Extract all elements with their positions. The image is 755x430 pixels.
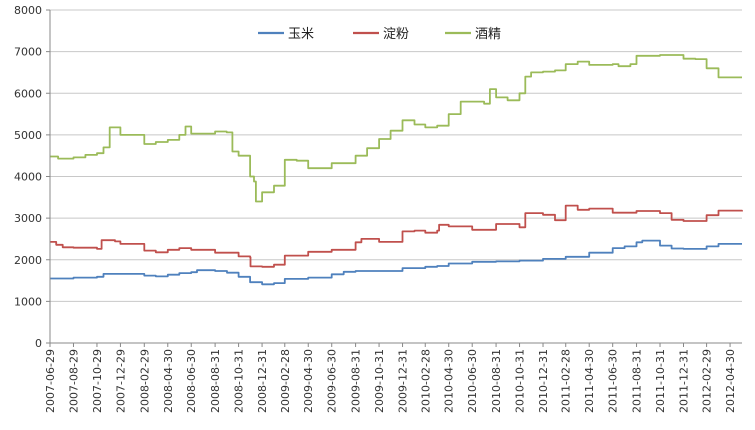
x-tick-label: 2010-12-31 <box>537 349 550 413</box>
x-tick-label: 2010-02-28 <box>419 349 432 413</box>
y-tick-label: 1000 <box>14 295 42 308</box>
axes <box>49 10 742 344</box>
legend: 玉米 淀粉 酒精 <box>258 27 501 42</box>
series-line-0 <box>50 239 742 286</box>
y-tick-label: 7000 <box>14 46 42 59</box>
y-tick-label: 2000 <box>14 254 42 267</box>
x-tick-label: 2008-08-31 <box>209 349 222 413</box>
gridlines <box>50 9 742 302</box>
x-tick-label: 2009-06-30 <box>326 349 339 413</box>
x-tick-label: 2008-10-31 <box>233 349 246 413</box>
series-line-1 <box>50 204 743 268</box>
y-tick-label: 4000 <box>14 171 42 184</box>
x-tick-label: 2012-02-29 <box>701 349 714 413</box>
series-lines <box>50 54 743 286</box>
series-line-2 <box>50 54 742 203</box>
y-tick-label: 6000 <box>14 87 42 100</box>
x-tick-label: 2011-12-31 <box>677 349 690 413</box>
legend-label: 玉米 <box>288 27 314 42</box>
x-tick-label: 2009-10-31 <box>373 349 386 413</box>
x-tick-label: 2007-08-29 <box>67 349 80 413</box>
y-tick-label: 0 <box>35 337 42 350</box>
x-tick-label: 2011-08-31 <box>631 349 644 413</box>
y-axis-ticks: 0 1000 2000 3000 4000 5000 6000 7000 8000 <box>14 4 50 350</box>
x-tick-label: 2008-06-30 <box>185 349 198 413</box>
x-tick-label: 2009-08-31 <box>350 349 363 413</box>
x-tick-label: 2008-12-31 <box>256 349 269 413</box>
x-tick-label: 2007-12-29 <box>114 349 127 413</box>
x-tick-label: 2011-10-31 <box>654 349 667 413</box>
x-tick-label: 2010-04-30 <box>443 349 456 413</box>
x-tick-label: 2012-04-30 <box>724 349 737 413</box>
x-tick-label: 2011-02-28 <box>560 349 573 413</box>
x-tick-label: 2009-12-31 <box>397 349 410 413</box>
x-tick-label: 2010-06-30 <box>466 349 479 413</box>
y-tick-label: 8000 <box>14 4 42 17</box>
x-tick-label: 2008-04-30 <box>162 349 175 413</box>
x-tick-label: 2010-10-31 <box>514 349 527 413</box>
x-tick-label: 2007-06-29 <box>44 349 57 413</box>
x-tick-label: 2009-02-28 <box>279 349 292 413</box>
x-tick-label: 2010-08-31 <box>490 349 503 413</box>
legend-label: 淀粉 <box>383 27 409 42</box>
y-tick-label: 5000 <box>14 129 42 142</box>
x-axis-ticks: 2007-06-29 2007-08-29 2007-10-29 2007-12-29… <box>44 343 737 413</box>
x-tick-label: 2011-04-30 <box>583 349 596 413</box>
x-tick-label: 2008-02-29 <box>138 349 151 413</box>
x-tick-label: 2007-10-29 <box>91 349 104 413</box>
y-tick-label: 3000 <box>14 212 42 225</box>
x-tick-label: 2009-04-30 <box>302 349 315 413</box>
x-tick-label: 2011-06-30 <box>607 349 620 413</box>
legend-label: 酒精 <box>475 27 501 42</box>
